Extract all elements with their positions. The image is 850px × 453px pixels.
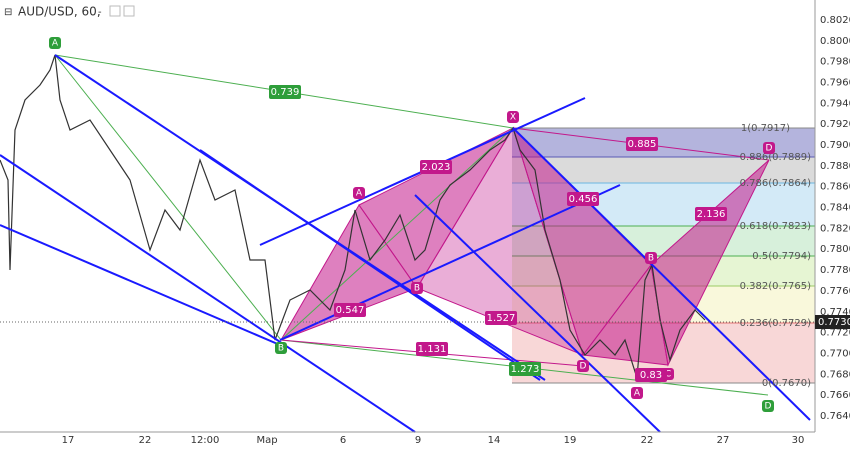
- point-label: A: [634, 389, 641, 399]
- point-label: D: [580, 362, 587, 372]
- time-tick-label: 22: [641, 435, 654, 446]
- price-line: [0, 54, 706, 379]
- time-tick-label: 6: [340, 435, 346, 446]
- ratio-badge: [416, 342, 448, 356]
- price-tick-label: 0.7640: [820, 411, 850, 422]
- time-tick-label: 9: [415, 435, 421, 446]
- point-label: B: [278, 344, 284, 354]
- point-badge: [507, 111, 519, 123]
- ratio-badge: [420, 160, 452, 174]
- harmonic-patterns: [279, 126, 770, 367]
- pattern-labels: A B X D A B A B D C D 0.739 1.131 1.273 0.547 2.023 1.52…: [49, 37, 775, 412]
- ratio-badge: [334, 303, 366, 317]
- time-tick-label: 12:00: [191, 435, 220, 446]
- time-tick-label: 19: [564, 435, 577, 446]
- ratio-label: 1.527: [487, 313, 516, 324]
- time-tick-label: 17: [62, 435, 75, 446]
- ratio-badge: [509, 362, 541, 376]
- point-badge: [577, 360, 589, 372]
- ratio-label: 2.023: [422, 162, 451, 173]
- point-label: B: [648, 254, 654, 264]
- time-tick-label: 14: [488, 435, 501, 446]
- time-tick-label: 27: [717, 435, 730, 446]
- point-badge: [275, 342, 287, 354]
- ratio-label: 1.273: [511, 364, 540, 375]
- point-badge: [763, 142, 775, 154]
- ratio-badge: [695, 207, 727, 221]
- ratio-badge: [567, 192, 599, 206]
- symbol-title: AUD/USD, 60,: [18, 5, 101, 19]
- time-axis: 17 22 12:00 Мар 6 9 14 19 22 27 30: [62, 435, 805, 446]
- point-badge: [353, 187, 365, 199]
- time-tick-label: 22: [139, 435, 152, 446]
- point-badge: [49, 37, 61, 49]
- menu-icon[interactable]: ⊟: [4, 7, 12, 18]
- ratio-label: 0.83: [640, 370, 662, 381]
- fib-label: 0.618(0.7823): [740, 221, 812, 232]
- ratio-label: 0.456: [569, 194, 598, 205]
- point-label: B: [414, 284, 420, 294]
- point-badge: [645, 252, 657, 264]
- point-label: X: [510, 113, 516, 123]
- ratio-badge: [635, 368, 667, 382]
- point-label: C: [665, 370, 671, 380]
- current-box: [815, 315, 850, 329]
- btn[interactable]: [109, 5, 121, 17]
- point-badge: [411, 282, 423, 294]
- btn[interactable]: [123, 5, 135, 17]
- fib-label: 0(0.7670): [762, 378, 811, 389]
- ratio-badge: [485, 311, 517, 325]
- ratio-label: 0.885: [628, 139, 657, 150]
- fib-label: 0.382(0.7765): [740, 281, 812, 292]
- ratio-label: 1.131: [418, 344, 447, 355]
- point-badge: [762, 400, 774, 412]
- ratio-label: 2.136: [697, 209, 726, 220]
- ratio-label: 0.547: [336, 305, 365, 316]
- fib-labels: 1(0.7917) 0.886(0.7889) 0.786(0.7864) 0.618…: [740, 123, 812, 389]
- ratio-badge: [626, 137, 658, 151]
- time-tick-label: Мар: [256, 435, 277, 446]
- header-marker: -: [98, 7, 102, 18]
- current-price: 0.7730: [818, 317, 850, 328]
- point-label: A: [356, 189, 363, 199]
- ratio-label: 0.739: [271, 87, 300, 98]
- point-label: D: [765, 402, 772, 412]
- fib-label: 0.886(0.7889): [740, 152, 812, 163]
- fib-label: 0.5(0.7794): [752, 251, 811, 262]
- point-label: A: [52, 39, 59, 49]
- time-tick-label: 30: [792, 435, 805, 446]
- fib-label: 0.236(0.7729): [740, 318, 812, 329]
- point-label: D: [766, 144, 773, 154]
- fib-label: 1(0.7917): [741, 123, 790, 134]
- fib-label: 0.786(0.7864): [740, 178, 812, 189]
- ratio-badge: [269, 85, 301, 99]
- point-badge: [631, 387, 643, 399]
